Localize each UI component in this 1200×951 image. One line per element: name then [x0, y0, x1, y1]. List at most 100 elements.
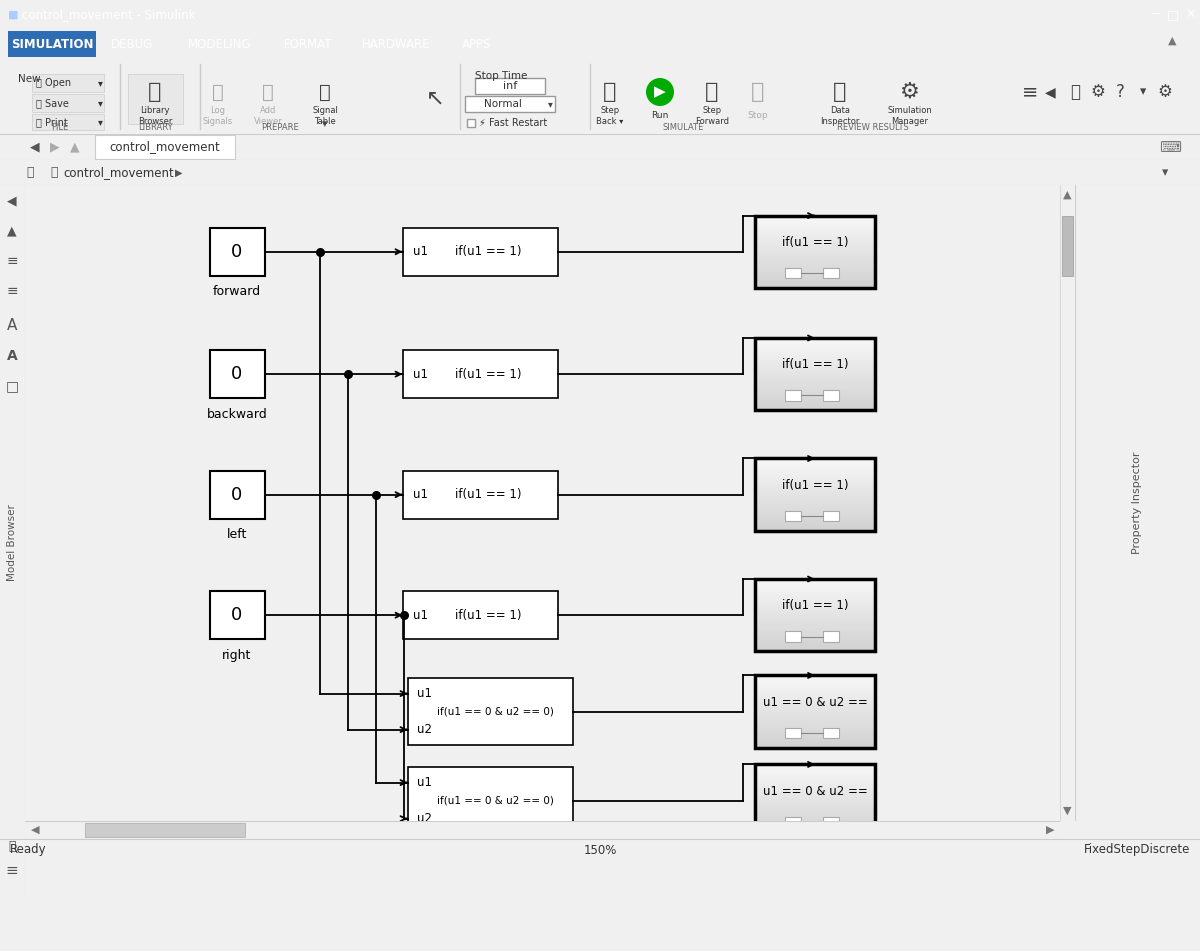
Text: Add
Viewer: Add Viewer: [253, 107, 282, 126]
Bar: [755, 235, 875, 238]
Bar: [755, 584, 875, 586]
Bar: [755, 800, 875, 803]
Bar: [466, 96, 554, 112]
Bar: [755, 722, 875, 725]
Text: 0: 0: [232, 486, 242, 504]
Bar: [755, 786, 875, 788]
Bar: [755, 688, 875, 689]
Text: ▾: ▾: [98, 117, 103, 127]
Text: u1: u1: [413, 368, 427, 380]
Text: right: right: [222, 649, 252, 662]
Bar: [755, 473, 875, 475]
Text: if(u1 == 1): if(u1 == 1): [781, 236, 848, 249]
Bar: [755, 221, 875, 223]
Bar: [755, 648, 875, 650]
Text: Property Inspector: Property Inspector: [1132, 452, 1142, 554]
Bar: [755, 586, 875, 588]
Bar: [755, 764, 875, 767]
Bar: [755, 246, 875, 248]
Bar: [32, 94, 104, 112]
Text: ✕: ✕: [1186, 8, 1196, 21]
Bar: [755, 265, 875, 268]
Bar: [755, 275, 875, 277]
Bar: [755, 379, 875, 381]
Bar: [755, 700, 875, 703]
Text: u2: u2: [418, 812, 432, 825]
Bar: [755, 816, 875, 819]
Text: New: New: [18, 74, 41, 84]
Bar: [755, 818, 875, 821]
Bar: [32, 114, 104, 130]
Bar: [755, 777, 875, 779]
Bar: [823, 817, 839, 827]
Text: Normal: Normal: [484, 99, 522, 109]
Bar: [755, 646, 875, 648]
Bar: [755, 590, 875, 592]
Bar: [755, 630, 875, 631]
Bar: [755, 631, 875, 633]
Bar: [755, 249, 875, 252]
Bar: [755, 341, 875, 343]
Bar: [755, 604, 875, 606]
Bar: [755, 746, 875, 747]
Text: ─: ─: [1151, 8, 1159, 21]
Text: forward: forward: [212, 285, 262, 298]
Bar: [755, 602, 875, 604]
Text: PREPARE: PREPARE: [262, 123, 299, 132]
Bar: [755, 244, 875, 246]
Bar: [755, 233, 875, 236]
Bar: [755, 716, 875, 719]
Text: u1: u1: [418, 687, 432, 700]
Bar: [755, 345, 875, 347]
Bar: [755, 493, 875, 495]
Bar: [755, 784, 875, 786]
Bar: [755, 614, 875, 617]
Bar: [755, 675, 875, 747]
Bar: [85, 823, 245, 837]
Bar: [755, 261, 875, 262]
Text: ≡: ≡: [1022, 83, 1038, 102]
Bar: [755, 399, 875, 401]
Bar: [755, 406, 875, 409]
Text: MODELING: MODELING: [188, 37, 252, 50]
Text: Model Browser: Model Browser: [7, 505, 17, 581]
Bar: [755, 825, 875, 827]
Bar: [755, 579, 875, 651]
Bar: [755, 834, 875, 837]
Bar: [755, 253, 875, 256]
Bar: [755, 820, 875, 823]
Text: □: □: [6, 379, 18, 393]
Bar: [823, 631, 839, 642]
Bar: [755, 742, 875, 744]
Bar: [755, 769, 875, 771]
Text: ▶: ▶: [50, 141, 60, 153]
Bar: [755, 813, 875, 815]
Bar: [755, 611, 875, 613]
Bar: [32, 74, 104, 92]
Bar: [755, 622, 875, 624]
Bar: [755, 798, 875, 801]
Bar: [755, 608, 875, 610]
Text: ▲: ▲: [70, 141, 80, 153]
Bar: [755, 709, 875, 711]
Bar: [755, 338, 875, 340]
Text: u1: u1: [413, 609, 427, 622]
Bar: [755, 521, 875, 524]
Bar: [755, 775, 875, 777]
Bar: [1062, 216, 1073, 276]
Text: APPS: APPS: [462, 37, 492, 50]
Bar: [755, 682, 875, 685]
Bar: [755, 588, 875, 590]
Bar: [755, 458, 875, 531]
Bar: [755, 478, 875, 480]
Bar: [755, 766, 875, 768]
Bar: [755, 644, 875, 646]
Bar: [755, 219, 875, 221]
Text: ▾: ▾: [1140, 86, 1146, 99]
Bar: [755, 697, 875, 699]
Bar: [755, 523, 875, 525]
Bar: [755, 402, 875, 405]
Bar: [755, 731, 875, 733]
Text: Step
Back ▾: Step Back ▾: [596, 107, 624, 126]
Text: 💾 Save: 💾 Save: [36, 98, 68, 108]
